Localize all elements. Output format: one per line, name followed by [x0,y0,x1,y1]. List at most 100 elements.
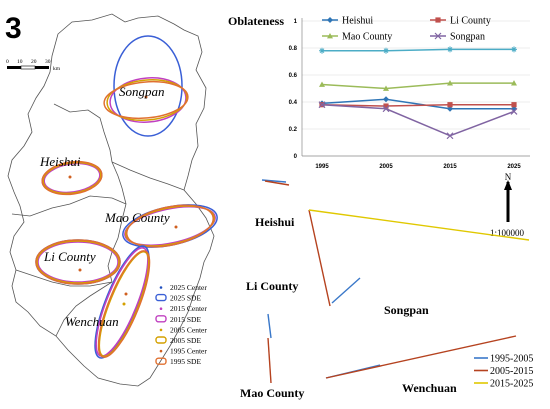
y-tick-label: 0.8 [289,46,298,52]
legend-label: Li County [450,16,491,27]
data-point [447,80,453,86]
sde-mao-2005 [125,205,215,247]
data-point [511,102,517,108]
migration-legend-item: 2005-2015 [474,366,533,377]
sde-songpan-1995 [103,80,189,120]
data-point [318,101,326,109]
track-mao-1995-2005 [267,313,272,339]
boundary-li-south [15,269,113,287]
sde-wenchuan-2005 [98,251,150,357]
legend-center-symbol [159,349,163,353]
map-legend-label: 2005 Center [170,325,207,334]
map-legend-label: 2005 SDE [170,336,201,345]
data-point [446,132,454,140]
sde-li-2015 [37,241,119,283]
region-boundaries [7,13,215,387]
x-tick-label: 2025 [507,164,521,170]
migration-legend-label: 2005-2015 [490,366,533,377]
map-legend-label: 1995 Center [170,347,207,356]
chart-legend: Heishui Li County Mao County Songpan [322,16,491,43]
y-tick-label: 0.6 [289,73,298,79]
map-label-li: Li County [43,249,96,264]
track-li-1995-2005 [331,277,361,304]
legend-swatch-marker [435,17,441,23]
map-legend-item: 1995 Center [159,347,207,356]
sde-ellipses [35,35,218,359]
data-point [382,105,390,113]
data-point [383,47,389,54]
data-point [510,108,518,115]
migration-legend-label: 2015-2025 [490,379,533,390]
migration-label-heishui: Heishui [255,215,295,229]
map-legend-label: 2025 SDE [170,294,201,303]
chart-y-axis: 0 0.2 0.4 0.6 0.8 1 [289,19,298,160]
sde-wenchuan-1995 [97,250,151,358]
series-line [322,48,514,52]
legend-ellipse-symbol [155,357,167,365]
legend-label: Heishui [342,16,373,27]
legend-center-symbol [159,307,163,311]
north-arrow: N [504,172,512,222]
data-point [511,80,517,86]
data-point [383,96,389,103]
y-tick-label: 0.4 [289,100,298,106]
panel-number: 3 [5,12,22,45]
legend-ellipse-symbol [155,315,167,323]
north-label: N [505,172,512,182]
legend-swatch-marker [434,32,442,40]
sde-heishui-2005 [42,161,102,195]
map-legend-item: 2025 SDE [155,293,201,303]
track-mao-2005-2015 [267,337,272,384]
map-label-heishui: Heishui [39,154,81,169]
sde-songpan-2015 [109,77,187,123]
legend-item: Songpan [430,32,485,43]
scale-tick-20: 20 [31,59,37,65]
map-legend-label: 2025 Center [170,283,207,292]
series-1 [319,102,517,109]
scale-unit: km [53,66,61,72]
track-songpan-2015-2025 [308,209,530,241]
migration-legend-item: 1995-2005 [474,354,533,365]
legend-label: Mao County [342,32,392,43]
x-tick-label: 2015 [443,164,457,170]
sde-heishui-2015 [43,162,101,194]
series-line [321,98,514,110]
chart-x-axis: 1995 2005 2015 2025 [315,164,521,170]
legend-center-symbol [159,286,163,289]
legend-swatch-marker [327,17,333,23]
boundary-songpan-west [53,103,113,163]
boundary-outline [7,13,215,387]
y-tick-label: 0 [294,154,298,160]
y-tick-label: 1 [294,19,298,25]
legend-center-symbol [159,328,163,332]
legend-item: Li County [430,16,491,27]
map-legend-item: 1995 SDE [155,357,201,366]
map-label-mao: Mao County [104,210,170,225]
migration-label-li: Li County [246,279,298,293]
sde-songpan-2025 [113,35,183,137]
data-point [447,46,453,53]
track-heishui-2005-2015 [264,180,290,186]
boundary-heishui-east [111,161,127,205]
track-wenchuan-2005-2015 [325,335,517,379]
sde-li-1995 [35,239,121,285]
map-legend-label: 2015 SDE [170,315,201,324]
migration-legend-item: 2015-2025 [474,379,533,390]
legend-ellipse-symbol [155,293,167,302]
y-tick-label: 0.2 [289,127,298,133]
map-legend-item: 2015 Center [159,304,207,313]
series-line [321,82,514,90]
map-legend-item: 2015 SDE [155,315,201,324]
center-wenchuan-a [124,292,128,296]
map-legend-item: 2025 Center [159,283,207,292]
migration-legend-label: 1995-2005 [490,354,533,365]
sde-heishui-1995 [41,160,103,196]
series-3 [318,101,518,140]
center-li [78,268,82,272]
data-point [319,47,325,54]
legend-item: Mao County [322,32,392,43]
chart-grid [301,18,530,157]
scale-tick-30: 30 [45,59,51,65]
center-mao [174,225,178,229]
